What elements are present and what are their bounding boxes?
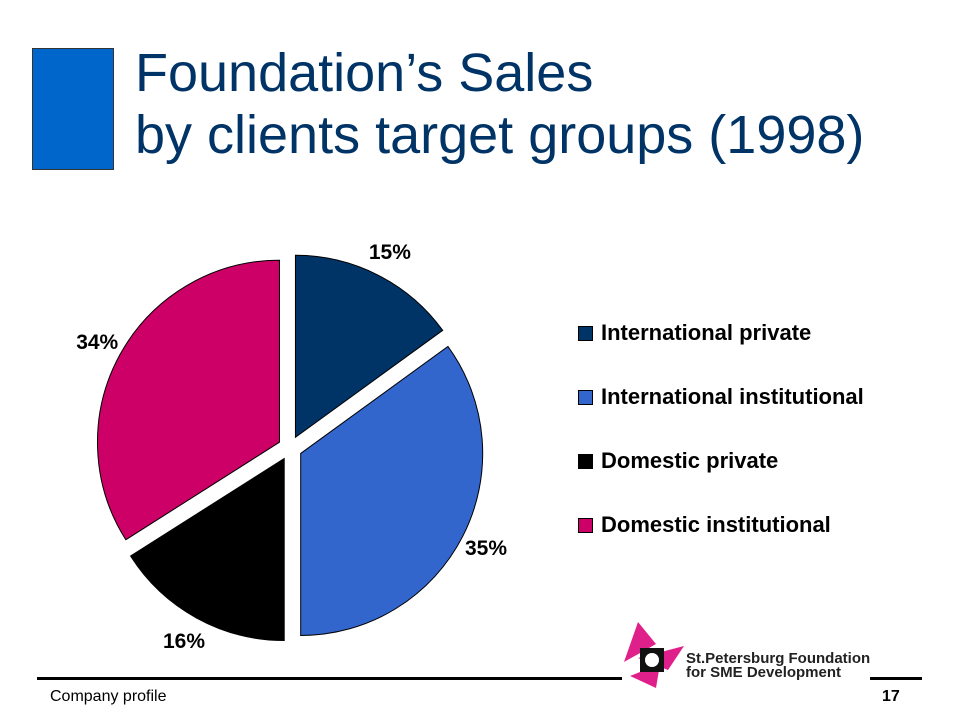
legend-swatch — [578, 389, 593, 405]
legend-label: Domestic private — [601, 448, 779, 473]
footer-divider-right — [870, 677, 922, 680]
title-line-1: Foundation’s Sales — [135, 43, 594, 103]
logo-line-2: for SME Development — [686, 664, 842, 681]
legend-item: Domestic institutional — [578, 510, 864, 540]
logo-text: St.Petersburg Foundation for SME Develop… — [686, 650, 871, 681]
legend-swatch — [578, 517, 593, 533]
chart-legend: International private International inst… — [578, 318, 864, 574]
logo-line-1: St.Petersburg Foundation — [686, 650, 871, 667]
foundation-logo-icon — [624, 622, 684, 688]
slide-title: Foundation’s Sales by clients target gro… — [135, 42, 864, 166]
legend-swatch — [578, 325, 593, 341]
legend-item: International private — [578, 318, 864, 348]
pie-slice — [300, 345, 484, 636]
legend-item: International institutional — [578, 382, 864, 412]
slice-label: 15% — [369, 241, 411, 264]
pie-slice — [97, 259, 280, 541]
pie-slice — [129, 457, 285, 642]
title-line-2: by clients target groups (1998) — [135, 105, 865, 165]
pie-slice — [294, 254, 444, 439]
legend-swatch — [578, 453, 593, 469]
slice-label: 16% — [163, 630, 205, 653]
slice-label: 34% — [76, 331, 118, 354]
legend-item: Domestic private — [578, 446, 864, 476]
legend-label: Domestic institutional — [601, 512, 831, 537]
legend-label: International institutional — [601, 384, 864, 409]
slice-label: 35% — [465, 537, 507, 560]
footer-label: Company profile — [50, 688, 167, 705]
legend-label: International private — [601, 320, 812, 345]
page-number: 17 — [882, 688, 900, 705]
footer-divider — [37, 677, 622, 680]
accent-square — [32, 48, 114, 170]
